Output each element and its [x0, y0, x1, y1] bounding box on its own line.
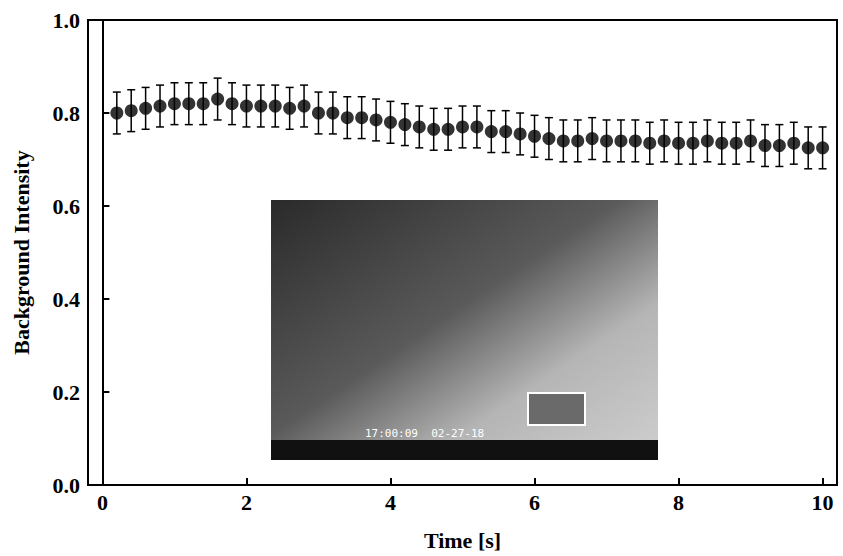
- svg-text:4: 4: [385, 490, 396, 515]
- svg-text:10: 10: [812, 490, 834, 515]
- svg-text:17:00:09 02-27-18: 17:00:09 02-27-18: [365, 427, 484, 440]
- svg-text:0.0: 0.0: [53, 473, 81, 498]
- svg-text:6: 6: [529, 490, 540, 515]
- svg-text:0.6: 0.6: [53, 194, 81, 219]
- svg-text:8: 8: [673, 490, 684, 515]
- svg-text:0.8: 0.8: [53, 101, 81, 126]
- svg-text:2: 2: [241, 490, 252, 515]
- svg-text:0.2: 0.2: [53, 380, 81, 405]
- svg-text:0.4: 0.4: [53, 287, 81, 312]
- svg-text:0: 0: [97, 490, 108, 515]
- svg-text:Background Intensity: Background Intensity: [9, 150, 34, 354]
- svg-text:Time [s]: Time [s]: [424, 528, 501, 553]
- svg-text:1.0: 1.0: [53, 8, 81, 33]
